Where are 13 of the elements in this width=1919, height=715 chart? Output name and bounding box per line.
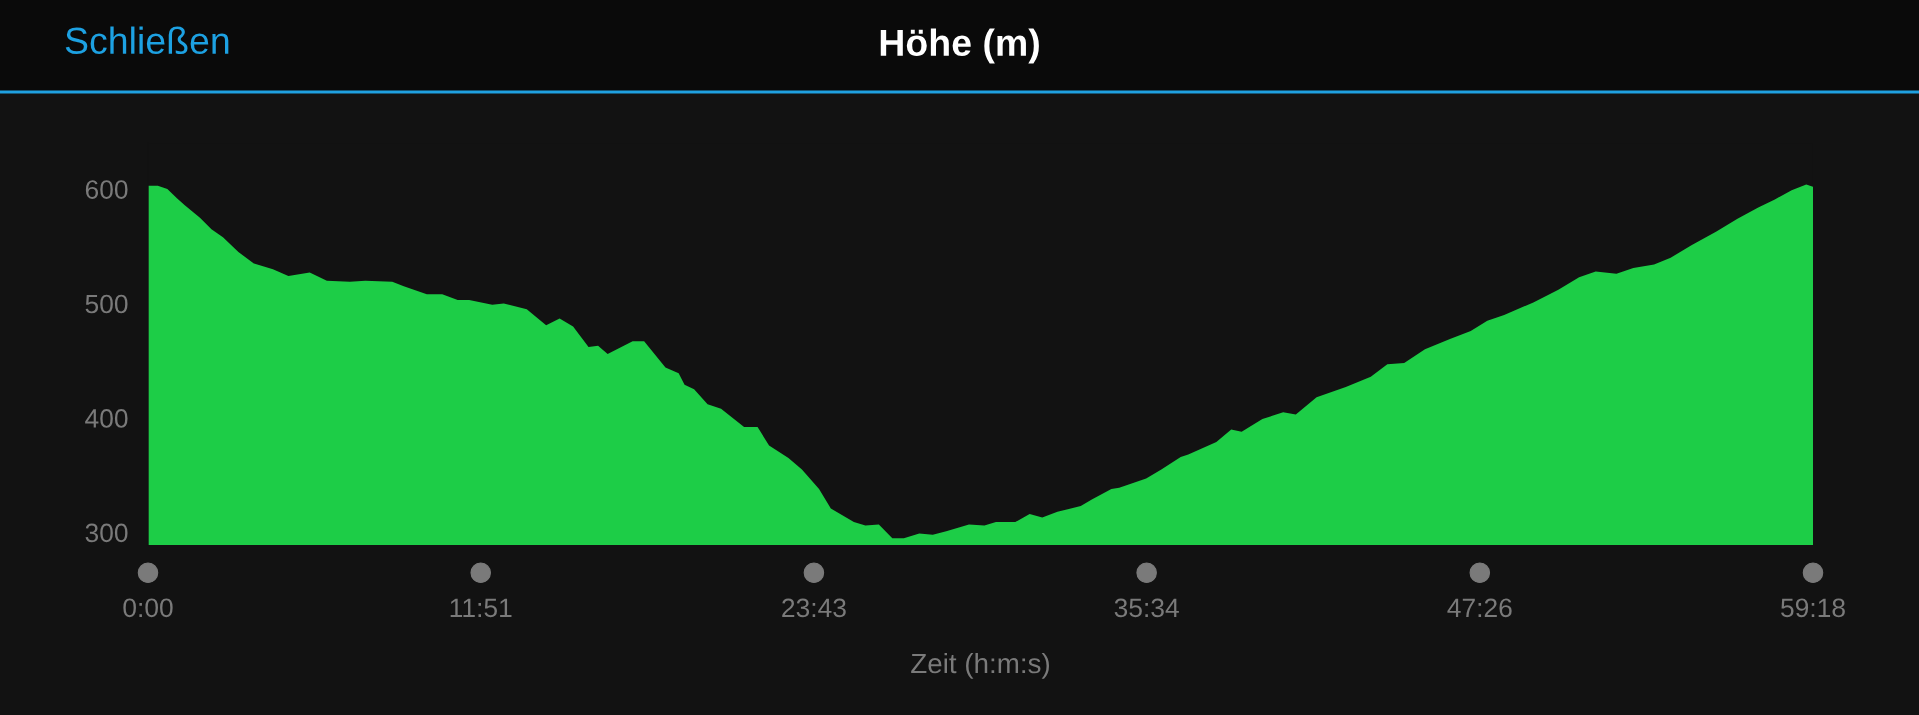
x-axis-title: Zeit (h:m:s) [911,652,1049,679]
x-tick-label: 59:18 [1781,598,1845,618]
x-tick-label: 35:34 [1114,598,1179,618]
x-tick-label: 0:00 [123,598,173,618]
x-tick-label: 47:26 [1447,598,1512,618]
chart-title: Höhe (m) [880,28,1039,64]
y-tick-label: 600 [85,180,128,199]
x-tick-label: 11:51 [450,598,512,618]
text: Schließen [65,26,229,55]
y-tick-label: 400 [85,409,128,428]
x-tick-label: 23:43 [782,598,846,618]
y-tick-label: 300 [85,523,128,543]
y-tick-label: 500 [85,294,128,314]
